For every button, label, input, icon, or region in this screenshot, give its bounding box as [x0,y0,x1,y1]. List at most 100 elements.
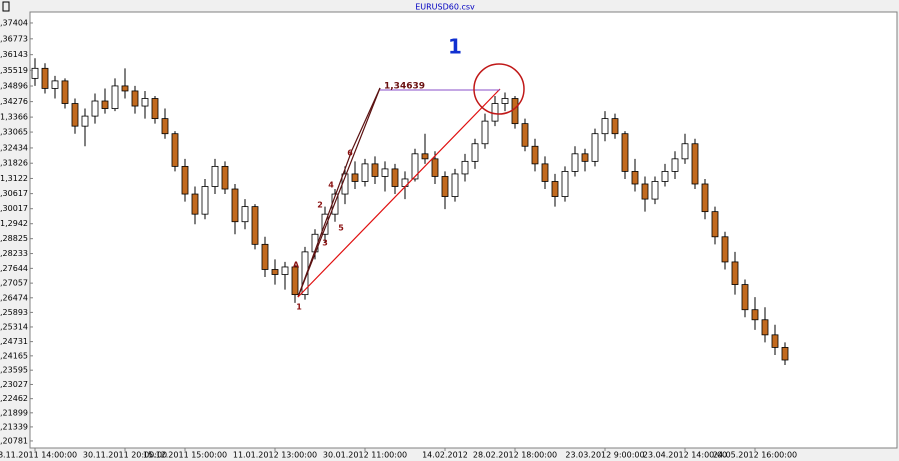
y-tick-label: ,30017 [0,204,28,213]
wave-label: 5 [338,224,344,233]
x-tick-label: 24.05.2012 16:00:00 [713,451,797,460]
y-tick-label: ,34276 [0,97,28,106]
wave-label: 6 [347,149,353,158]
y-tick-label: ,26474 [0,293,28,302]
y-tick-label: ,28825 [0,234,28,243]
candle-body [121,85,129,92]
candle-body [671,158,679,172]
x-tick-label: 15.12.2011 15:00:00 [143,451,227,460]
y-tick-label: ,35519 [0,66,28,75]
candle-body [461,160,469,175]
y-tick-label: ,28233 [0,249,28,258]
candle-body [81,115,89,127]
y-tick-label: ,36143 [0,50,28,59]
candle-body [561,171,569,197]
candle-body [661,171,669,182]
y-tick-label: ,22462 [0,394,28,403]
candle-body [151,98,159,120]
candle-body [161,118,169,135]
candle-body [441,176,449,197]
candle-body [621,133,629,172]
candle-body [241,206,249,223]
candle-body [581,153,589,162]
x-tick-label: 23.03.2012 9:00:00 [565,451,644,460]
y-tick-label: ,30617 [0,189,28,198]
candle-body [211,165,219,187]
candle-body [741,284,749,311]
wave-label: 4 [328,181,334,190]
candle-body [361,163,369,182]
y-tick-label: ,33065 [0,128,28,137]
candle-body [181,165,189,195]
candle-body [61,80,69,104]
candle-body [71,103,79,127]
candle-body [111,85,119,109]
annotation-number: 1 [448,35,462,59]
candle-body [481,120,489,145]
x-tick-label: 18.11.2011 14:00:00 [0,451,77,460]
candle-body [541,163,549,182]
fan-line [297,87,381,298]
chart-title: EURUSD60.csv [415,3,475,12]
candle-body [301,251,309,296]
y-tick-label: ,27644 [0,264,28,273]
y-tick-label: ,21339 [0,422,28,431]
x-tick-label: 28.02.2012 18:00:00 [473,451,557,460]
candle-body [91,100,99,117]
candle-body [371,163,379,177]
candle-body [721,236,729,263]
x-tick-label: 14.02.2012 [422,451,468,460]
y-tick-label: ,34896 [0,82,28,91]
candle-body [351,173,359,182]
candle-body [471,143,479,162]
candle-body [101,100,109,109]
y-tick-label: ,25893 [0,308,28,317]
candle-body [501,98,509,104]
x-tick-label: 23.04.2012 14:00:00 [643,451,727,460]
y-tick-label: ,25314 [0,322,28,331]
trend-line [297,88,501,298]
candle-body [511,98,519,125]
candle-body [51,80,59,89]
candle-body [681,143,689,160]
candle-body [131,90,139,107]
wave-label: 2 [317,201,323,210]
candle-body [761,319,769,336]
candles [31,58,789,366]
candle-body [261,243,269,270]
candle-body [451,173,459,197]
candle-body [631,171,639,185]
x-tick-label: 30.01.2012 11:00:00 [323,451,407,460]
y-tick-label: 1,2942 [0,219,28,228]
annotation-lines [297,63,525,298]
candle-body [271,269,279,275]
candle-body [731,261,739,285]
y-tick-label: ,31826 [0,159,28,168]
x-tick-label: 30.11.2011 20:00:00 [83,451,167,460]
candle-body [641,183,649,200]
plot-area [29,11,898,449]
candle-body [491,103,499,122]
y-tick-label: ,21899 [0,408,28,417]
candle-body [601,118,609,135]
price-label: 1,34639 [384,82,425,92]
candle-body [411,153,419,180]
candle-body [141,98,149,107]
y-tick-label: ,23595 [0,366,28,375]
candle-body [31,67,39,79]
wave-label: A [293,261,300,270]
y-tick-label: ,36773 [0,34,28,43]
candle-body [521,123,529,147]
y-tick-label: ,27057 [0,279,28,288]
candle-body [691,143,699,185]
x-tick-label: 11.01.2012 13:00:00 [233,451,317,460]
candle-body [611,118,619,135]
candle-body [291,266,299,296]
candle-body [751,309,759,321]
candle-body [281,266,289,275]
candle-body [391,168,399,187]
candle-body [171,133,179,167]
y-tick-label: ,23027 [0,380,28,389]
